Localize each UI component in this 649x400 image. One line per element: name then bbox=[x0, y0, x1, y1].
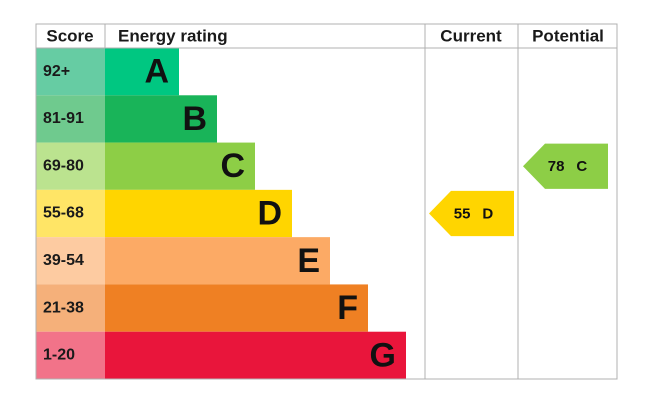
score-label: 21-38 bbox=[43, 299, 84, 316]
potential-header: Potential bbox=[532, 26, 604, 45]
score-label: 92+ bbox=[43, 63, 70, 80]
score-cell bbox=[36, 237, 105, 285]
rating-bar bbox=[105, 95, 217, 143]
rating-header: Energy rating bbox=[118, 26, 228, 45]
potential-arrow bbox=[523, 143, 608, 189]
rating-letter: D bbox=[257, 194, 282, 232]
score-label: 69-80 bbox=[43, 157, 84, 174]
rating-letter: G bbox=[370, 336, 396, 374]
rating-letter: E bbox=[297, 242, 320, 280]
current-value: 55 bbox=[454, 205, 471, 222]
rating-bar bbox=[105, 284, 368, 332]
score-cell bbox=[36, 95, 105, 143]
potential-value: 78 bbox=[548, 158, 565, 175]
score-cell bbox=[36, 331, 105, 379]
score-cell bbox=[36, 48, 105, 96]
table-border bbox=[35, 23, 618, 380]
score-label: 81-91 bbox=[43, 110, 84, 127]
score-label: 55-68 bbox=[43, 205, 84, 222]
current-label: 55 D bbox=[454, 205, 494, 222]
score-label: 1-20 bbox=[43, 347, 75, 364]
potential-letter: C bbox=[576, 158, 587, 175]
potential-label: 78 C bbox=[548, 158, 588, 175]
rating-letter: C bbox=[220, 147, 245, 185]
score-cell bbox=[36, 284, 105, 332]
rating-bar bbox=[105, 48, 179, 96]
rating-letter: A bbox=[144, 53, 169, 91]
score-header: Score bbox=[46, 26, 93, 45]
score-label: 39-54 bbox=[43, 252, 84, 269]
rating-bar bbox=[105, 331, 406, 379]
rating-bar bbox=[105, 142, 255, 190]
score-cell bbox=[36, 189, 105, 238]
rating-letter: B bbox=[182, 100, 207, 138]
rating-bar bbox=[105, 237, 330, 285]
score-cell bbox=[36, 142, 105, 190]
current-arrow bbox=[429, 190, 514, 237]
rating-bar bbox=[105, 189, 292, 238]
current-letter: D bbox=[482, 205, 493, 222]
rating-letter: F bbox=[337, 289, 358, 327]
current-header: Current bbox=[440, 26, 502, 45]
